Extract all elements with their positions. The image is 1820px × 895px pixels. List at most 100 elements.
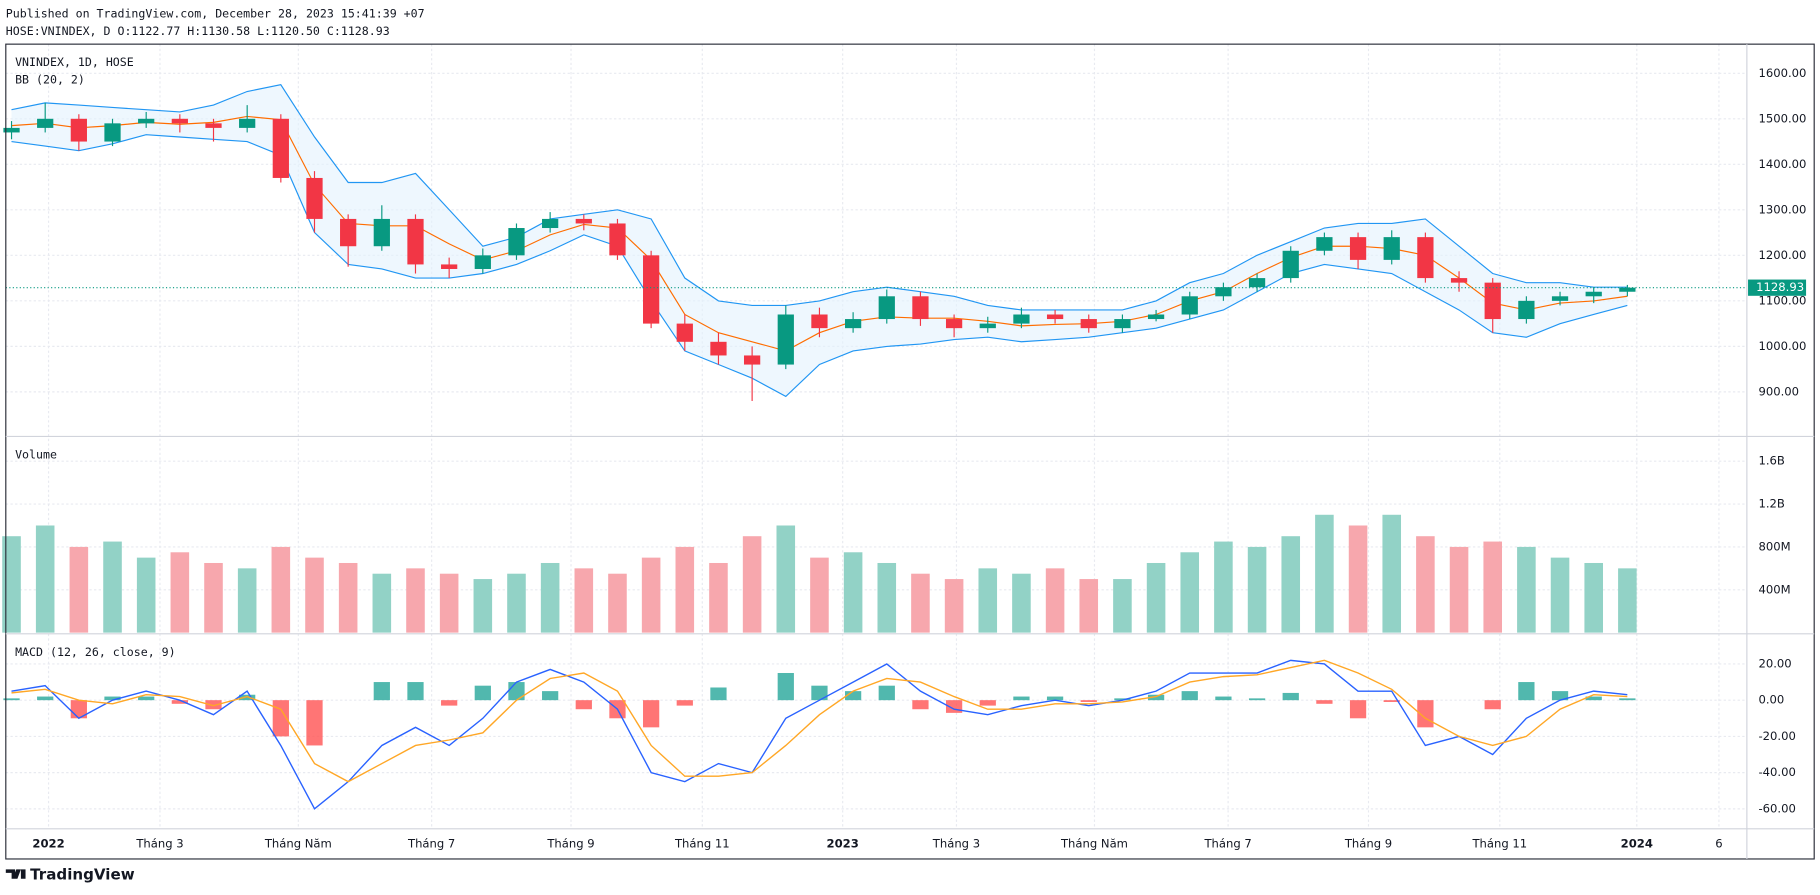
volume-bar: [439, 573, 459, 633]
candle-body: [1450, 278, 1468, 283]
volume-bar: [473, 579, 493, 633]
macd-histogram: [104, 696, 121, 701]
volume-bar: [1180, 552, 1200, 633]
candle-body: [1619, 287, 1636, 292]
y-tick-label: 800M: [1758, 539, 1790, 553]
macd-histogram: [1046, 696, 1064, 701]
volume-bar: [69, 546, 89, 633]
candle-body: [1215, 287, 1232, 297]
volume-bar: [103, 541, 122, 633]
macd-histogram: [1181, 691, 1198, 701]
volume-bar: [507, 573, 526, 633]
pane-title: Volume: [15, 448, 57, 462]
volume-bar: [170, 552, 190, 633]
macd-histogram: [441, 700, 458, 706]
candle-body: [1585, 291, 1602, 297]
macd-histogram: [37, 696, 54, 701]
macd-histogram: [1619, 698, 1636, 701]
volume-bar: [1281, 536, 1301, 633]
volume-bar: [1214, 541, 1233, 633]
y-tick-label: 1.2B: [1758, 497, 1784, 511]
macd-histogram: [1551, 691, 1569, 701]
candle-body: [710, 341, 727, 356]
macd-histogram: [710, 687, 727, 701]
volume-bar: [406, 568, 425, 633]
candle-body: [1316, 237, 1333, 251]
candle-body: [407, 218, 424, 265]
candle-body: [878, 296, 895, 320]
volume-bar: [204, 562, 223, 633]
volume-bar: [35, 525, 55, 633]
candle-body: [37, 118, 54, 128]
volume-bar: [1550, 557, 1570, 633]
candle-body: [1013, 314, 1030, 324]
candle-body: [70, 118, 87, 142]
volume-bar: [2, 536, 21, 633]
volume-bar: [675, 546, 695, 633]
candle-body: [104, 123, 121, 142]
macd-histogram: [373, 682, 390, 701]
volume-bar: [540, 562, 560, 633]
ohlc-line: HOSE:VNINDEX, D O:1122.77 H:1130.58 L:11…: [6, 24, 390, 38]
pane-title: VNINDEX, 1D, HOSE: [15, 55, 134, 69]
volume-bar: [641, 557, 661, 633]
volume-bar: [1113, 579, 1132, 633]
y-tick-label: 400M: [1758, 582, 1790, 596]
volume-bar: [776, 525, 796, 633]
candle-body: [340, 218, 357, 247]
macd-histogram: [474, 685, 491, 701]
macd-histogram: [1484, 700, 1501, 710]
candle-body: [643, 255, 660, 324]
volume-bar: [1449, 546, 1469, 633]
y-tick-label: 1100.00: [1758, 293, 1806, 307]
x-tick-label: 2024: [1621, 836, 1653, 850]
macd-histogram: [272, 700, 289, 737]
frame: [5, 43, 1815, 860]
macd-histogram: [811, 685, 828, 701]
candle-body: [609, 223, 626, 256]
candle-body: [1417, 237, 1434, 279]
volume-bar: [1382, 514, 1402, 633]
x-tick-label: Tháng Năm: [1060, 836, 1128, 850]
volume-bar: [305, 557, 324, 633]
macd-line: [11, 659, 1628, 810]
macd-histogram: [239, 694, 256, 701]
macd-histogram: [878, 685, 895, 701]
macd-histogram: [1147, 694, 1165, 701]
x-tick-label: Tháng 7: [1203, 836, 1251, 850]
macd-histogram: [171, 700, 188, 704]
x-tick-label: Tháng Năm: [264, 836, 332, 850]
published-line: Published on TradingView.com, December 2…: [6, 6, 425, 20]
marks: [2, 84, 1747, 810]
candle-body: [979, 323, 996, 329]
candle-body: [1484, 282, 1501, 320]
volume-bar: [136, 557, 156, 633]
macd-histogram: [306, 700, 323, 746]
candle-body: [1551, 296, 1569, 301]
volume-bar: [608, 573, 627, 633]
volume-bar: [978, 568, 998, 633]
volume-bar: [877, 562, 897, 633]
volume-bar: [338, 562, 358, 633]
macd-histogram: [912, 700, 929, 710]
volume-bar: [271, 546, 291, 633]
y-tick-label: 1.6B: [1758, 454, 1784, 468]
candle-body: [811, 314, 828, 329]
y-tick-label: 1300.00: [1758, 202, 1806, 216]
y-tick-label: 1600.00: [1758, 66, 1806, 80]
candle-body: [171, 118, 188, 124]
y-tick-label: 20.00: [1758, 656, 1791, 670]
y-tick-label: 900.00: [1758, 384, 1799, 398]
macd-histogram: [575, 700, 592, 710]
volume-bar: [1416, 536, 1435, 633]
volume-bar: [1483, 541, 1503, 633]
candle-body: [138, 118, 155, 124]
candle-body: [1080, 319, 1097, 329]
brand-logo: [5, 869, 26, 879]
x-tick-label: 2022: [32, 836, 64, 850]
y-tick-label: 1200.00: [1758, 248, 1806, 262]
macd-histogram: [844, 691, 862, 701]
last-price-box: [1748, 279, 1807, 296]
pane-title: MACD (12, 26, close, 9): [15, 645, 176, 659]
macd-histogram: [1114, 698, 1131, 701]
